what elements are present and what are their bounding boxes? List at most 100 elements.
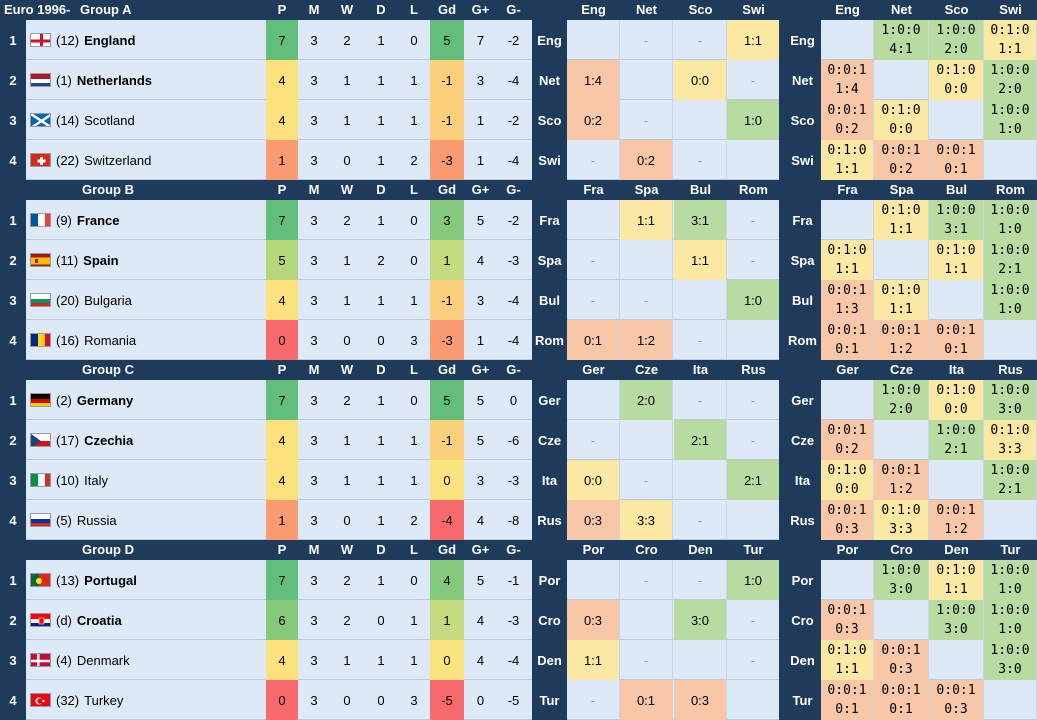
table-row[interactable]: 1 (2) Germany 7 3 2 1 0 5 5 0 Ger 2:0- - Ger 1:0:0 2:0 0:… [0, 380, 1037, 420]
match-result-cell[interactable]: - [620, 280, 673, 320]
odds-cell[interactable]: 1:0:0 4:1 [874, 20, 929, 60]
match-result-cell[interactable]: - [674, 140, 727, 180]
team-name-cell[interactable]: (d) Croatia [56, 600, 122, 640]
match-result-cell[interactable] [674, 460, 727, 500]
team-name-cell[interactable]: (10) Italy [56, 460, 108, 500]
match-result-cell[interactable]: - [620, 20, 673, 60]
odds-cell[interactable] [821, 380, 874, 420]
match-result-cell[interactable]: 0:2 [620, 140, 673, 180]
odds-cell[interactable]: 1:0:0 1:0 [984, 100, 1037, 140]
table-row[interactable]: 4 (5) Russia 1 3 0 1 2 -4 4 -8 Rus 0:3 3:3- Rus 0:0:1 0:… [0, 500, 1037, 540]
match-result-cell[interactable]: - [567, 680, 620, 720]
match-result-cell[interactable] [727, 680, 780, 720]
match-result-cell[interactable]: - [620, 640, 673, 680]
odds-cell[interactable]: 1:0:0 2:1 [984, 240, 1037, 280]
odds-cell[interactable]: 0:0:1 1:4 [821, 60, 874, 100]
match-result-cell[interactable]: 1:1 [727, 20, 780, 60]
team-name-cell[interactable]: (11) Spain [56, 240, 119, 280]
odds-cell[interactable]: 1:0:0 2:0 [929, 20, 984, 60]
odds-cell[interactable] [929, 100, 984, 140]
odds-cell[interactable]: 0:1:0 0:0 [929, 60, 984, 100]
odds-cell[interactable]: 0:1:0 0:0 [874, 100, 929, 140]
odds-cell[interactable]: 1:0:0 2:1 [984, 460, 1037, 500]
odds-cell[interactable]: 1:0:0 3:1 [929, 200, 984, 240]
match-result-cell[interactable] [620, 60, 673, 100]
table-row[interactable]: 3 (10) Italy 4 3 1 1 1 0 3 -3 Ita 0:0-2:1 Ita 0:1:0 0:0… [0, 460, 1037, 500]
odds-cell[interactable]: 1:0:0 3:0 [874, 560, 929, 600]
odds-cell[interactable]: 1:0:0 1:0 [984, 560, 1037, 600]
match-result-cell[interactable]: - [620, 460, 673, 500]
odds-cell[interactable] [984, 320, 1037, 360]
odds-cell[interactable]: 0:0:1 1:2 [929, 500, 984, 540]
match-result-cell[interactable] [567, 380, 620, 420]
table-row[interactable]: 1 (12) England 7 3 2 1 0 5 7 -2 Eng - -1:1 Eng 1:0:0 4:1… [0, 20, 1037, 60]
odds-cell[interactable]: 0:0:1 0:1 [874, 680, 929, 720]
table-row[interactable]: 4 (32) Turkey 0 3 0 0 3 -5 0 -5 Tur -0:1 0:3 Tur 0:0:1 0… [0, 680, 1037, 720]
match-result-cell[interactable]: 1:1 [567, 640, 620, 680]
match-result-cell[interactable]: - [567, 140, 620, 180]
odds-cell[interactable] [874, 240, 929, 280]
odds-cell[interactable]: 0:1:0 1:1 [874, 280, 929, 320]
match-result-cell[interactable]: 2:1 [727, 460, 780, 500]
odds-cell[interactable] [929, 640, 984, 680]
odds-cell[interactable]: 0:1:0 1:1 [929, 240, 984, 280]
table-row[interactable]: 3 (4) Denmark 4 3 1 1 1 0 4 -4 Den 1:1- - Den 0:1:0 1:1 0… [0, 640, 1037, 680]
team-name-cell[interactable]: (9) France [56, 200, 120, 240]
odds-cell[interactable]: 1:0:0 1:0 [984, 600, 1037, 640]
odds-cell[interactable]: 1:0:0 2:1 [929, 420, 984, 460]
odds-cell[interactable]: 1:0:0 3:0 [929, 600, 984, 640]
match-result-cell[interactable] [567, 20, 620, 60]
table-row[interactable]: 2 (11) Spain 5 3 1 2 0 1 4 -3 Spa -1:1- Spa 0:1:0 1:1 0:… [0, 240, 1037, 280]
odds-cell[interactable]: 1:0:0 1:0 [984, 280, 1037, 320]
match-result-cell[interactable]: 3:1 [674, 200, 727, 240]
odds-cell[interactable]: 0:0:1 0:2 [874, 140, 929, 180]
match-result-cell[interactable]: - [727, 200, 780, 240]
odds-cell[interactable] [821, 200, 874, 240]
match-result-cell[interactable]: - [727, 380, 780, 420]
match-result-cell[interactable] [727, 500, 780, 540]
team-name-cell[interactable]: (17) Czechia [56, 420, 133, 460]
odds-cell[interactable] [984, 500, 1037, 540]
match-result-cell[interactable]: 0:0 [674, 60, 727, 100]
team-name-cell[interactable]: (1) Netherlands [56, 60, 152, 100]
team-name-cell[interactable]: (22) Switzerland [56, 140, 151, 180]
match-result-cell[interactable]: 1:0 [727, 100, 780, 140]
team-name-cell[interactable]: (12) England [56, 20, 135, 60]
team-name-cell[interactable]: (16) Romania [56, 320, 136, 360]
odds-cell[interactable]: 0:0:1 1:2 [874, 460, 929, 500]
odds-cell[interactable]: 0:0:1 0:3 [929, 680, 984, 720]
odds-cell[interactable]: 0:0:1 1:2 [874, 320, 929, 360]
match-result-cell[interactable]: 2:0 [620, 380, 673, 420]
match-result-cell[interactable]: 1:1 [620, 200, 673, 240]
match-result-cell[interactable]: - [727, 240, 780, 280]
match-result-cell[interactable]: - [727, 420, 780, 460]
odds-cell[interactable] [929, 280, 984, 320]
match-result-cell[interactable]: - [674, 500, 727, 540]
odds-cell[interactable] [874, 600, 929, 640]
odds-cell[interactable]: 0:1:0 0:0 [821, 460, 874, 500]
team-name-cell[interactable]: (32) Turkey [56, 680, 123, 720]
match-result-cell[interactable]: - [674, 320, 727, 360]
team-name-cell[interactable]: (4) Denmark [56, 640, 130, 680]
odds-cell[interactable]: 0:0:1 0:2 [821, 100, 874, 140]
match-result-cell[interactable] [620, 420, 673, 460]
match-result-cell[interactable]: - [727, 640, 780, 680]
odds-cell[interactable]: 0:1:0 3:3 [874, 500, 929, 540]
match-result-cell[interactable]: 0:3 [567, 500, 620, 540]
odds-cell[interactable]: 0:0:1 0:1 [929, 320, 984, 360]
match-result-cell[interactable] [620, 240, 673, 280]
team-name-cell[interactable]: (2) Germany [56, 380, 133, 420]
match-result-cell[interactable]: - [567, 280, 620, 320]
match-result-cell[interactable]: 1:0 [727, 280, 780, 320]
team-name-cell[interactable]: (20) Bulgaria [56, 280, 132, 320]
match-result-cell[interactable] [727, 140, 780, 180]
odds-cell[interactable] [984, 680, 1037, 720]
odds-cell[interactable]: 1:0:0 3:0 [984, 640, 1037, 680]
odds-cell[interactable]: 1:0:0 2:0 [984, 60, 1037, 100]
match-result-cell[interactable]: 0:3 [567, 600, 620, 640]
odds-cell[interactable]: 0:0:1 0:3 [821, 600, 874, 640]
odds-cell[interactable]: 0:1:0 1:1 [821, 140, 874, 180]
match-result-cell[interactable]: 0:0 [567, 460, 620, 500]
odds-cell[interactable] [874, 60, 929, 100]
match-result-cell[interactable]: - [727, 600, 780, 640]
